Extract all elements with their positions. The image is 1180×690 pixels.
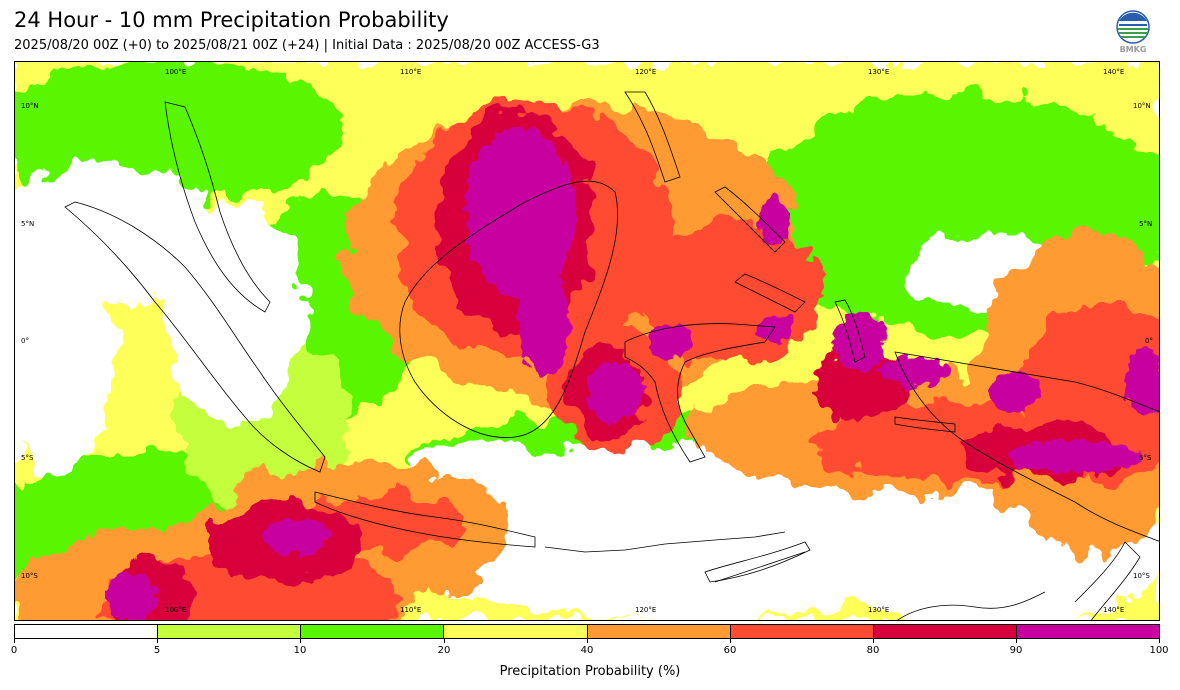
colorbar-tick	[1016, 639, 1017, 643]
colorbar-tick	[730, 639, 731, 643]
lat-label: 0°	[21, 337, 29, 345]
colorbar-tick	[587, 639, 588, 643]
lat-label: 5°S	[1139, 454, 1152, 462]
lat-label: 5°N	[21, 220, 34, 228]
colorbar-segment	[730, 625, 873, 638]
lon-label: 130°E	[868, 68, 889, 76]
colorbar-tick-label: 100	[1149, 645, 1168, 656]
colorbar-tick-label: 40	[581, 645, 594, 656]
colorbar-tick-label: 0	[11, 645, 17, 656]
colorbar-tick	[873, 639, 874, 643]
colorbar-tick-label: 5	[154, 645, 160, 656]
lon-label: 110°E	[400, 68, 421, 76]
colorbar-segment	[157, 625, 300, 638]
lon-label: 140°E	[1103, 68, 1124, 76]
colorbar-tick-label: 80	[867, 645, 880, 656]
chart-title: 24 Hour - 10 mm Precipitation Probabilit…	[14, 6, 449, 34]
lon-label: 120°E	[635, 606, 656, 614]
colorbar-tick-label: 20	[438, 645, 451, 656]
lat-label: 0°	[1145, 337, 1153, 345]
bmkg-logo: BMKG	[1113, 9, 1153, 55]
lat-label: 5°N	[1139, 220, 1152, 228]
lon-label: 120°E	[635, 68, 656, 76]
colorbar-tick-label: 60	[724, 645, 737, 656]
precipitation-map: 100°E 110°E 120°E 130°E 140°E 100°E 110°…	[14, 61, 1160, 621]
colorbar-tick-label: 90	[1010, 645, 1023, 656]
lon-label: 100°E	[165, 68, 186, 76]
colorbar-segment	[873, 625, 1016, 638]
colorbar-segment	[300, 625, 443, 638]
colorbar-tick	[300, 639, 301, 643]
colorbar-tick	[157, 639, 158, 643]
lon-label: 140°E	[1103, 606, 1124, 614]
colorbar-segment	[15, 625, 157, 638]
colorbar-tick	[1159, 639, 1160, 643]
colorbar-tick	[14, 639, 15, 643]
colorbar-segment	[1016, 625, 1159, 638]
lat-label: 10°N	[1133, 102, 1151, 110]
colorbar-segment	[443, 625, 586, 638]
colorbar-tick-label: 10	[294, 645, 307, 656]
lon-label: 130°E	[868, 606, 889, 614]
colorbar-segment	[587, 625, 730, 638]
lat-label: 10°N	[21, 102, 39, 110]
lon-label: 110°E	[400, 606, 421, 614]
lat-label: 10°S	[21, 572, 38, 580]
lat-label: 5°S	[21, 454, 34, 462]
lon-label: 100°E	[165, 606, 186, 614]
colorbar-title: Precipitation Probability (%)	[0, 664, 1180, 679]
colorbar	[14, 624, 1160, 639]
chart-subtitle: 2025/08/20 00Z (+0) to 2025/08/21 00Z (+…	[14, 38, 600, 54]
colorbar-ticks: 0 5 10 20 40 60 80 90 100	[14, 639, 1160, 659]
colorbar-tick	[444, 639, 445, 643]
logo-text: BMKG	[1120, 45, 1147, 54]
lat-label: 10°S	[1133, 572, 1150, 580]
